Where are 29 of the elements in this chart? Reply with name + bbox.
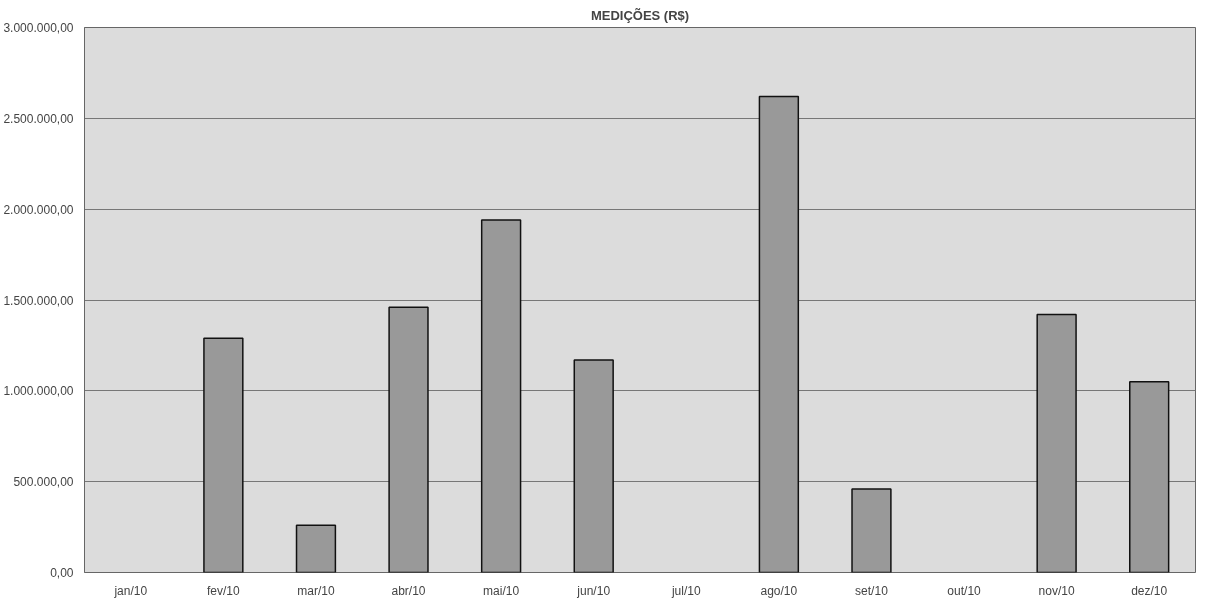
x-tick-label: fev/10	[207, 583, 241, 598]
bar	[1036, 313, 1077, 573]
bar	[1129, 381, 1170, 573]
x-tick-label: out/10	[947, 583, 982, 598]
bar	[851, 488, 892, 573]
x-tick-label: mar/10	[297, 583, 335, 598]
x-tick-label: jun/10	[576, 583, 611, 598]
y-tick-label: 1.500.000,00	[3, 293, 74, 308]
y-tick-label: 500.000,00	[13, 475, 74, 490]
x-tick-label: nov/10	[1038, 583, 1075, 598]
bar	[573, 359, 614, 573]
bar	[480, 219, 522, 573]
y-tick-label: 3.000.000,00	[3, 21, 74, 35]
x-tick-label: mai/10	[483, 583, 520, 598]
bar	[388, 306, 429, 573]
y-tick-label: 1.000.000,00	[3, 384, 74, 399]
y-tick-label: 2.500.000,00	[3, 111, 74, 126]
x-tick-label: jul/10	[670, 583, 701, 598]
y-tick-label: 2.000.000,00	[3, 202, 74, 217]
x-tick-label: abr/10	[391, 583, 426, 598]
x-tick-label: set/10	[855, 583, 889, 598]
x-tick-label: jan/10	[113, 583, 148, 598]
x-tick-label: ago/10	[760, 583, 798, 598]
y-tick-label: 0,00	[50, 566, 74, 580]
chart-title: MEDIÇÕES (R$)	[590, 7, 690, 23]
bar	[758, 95, 800, 573]
bar	[203, 337, 244, 573]
x-tick-label: dez/10	[1131, 583, 1168, 598]
bar	[295, 524, 337, 573]
